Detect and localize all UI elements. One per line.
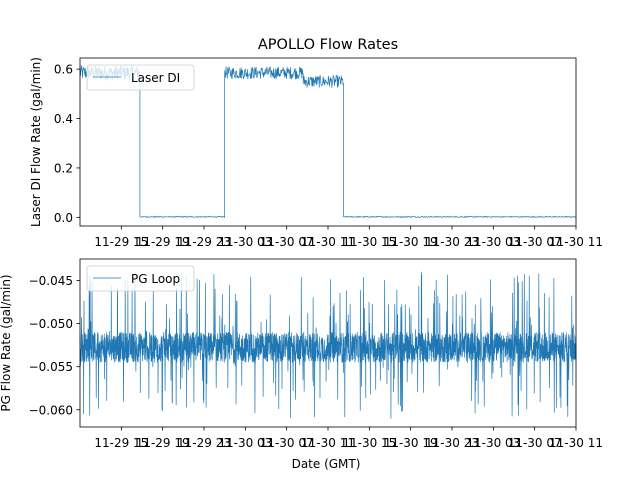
top-subplot: APOLLO Flow Rates 0.00.20.40.6 11-29 151… (29, 37, 603, 249)
top-legend-label: Laser DI (131, 71, 180, 85)
top-legend-box (86, 64, 195, 91)
top-xtick-label: 11-30 03 (466, 235, 520, 249)
bottom-ytick-label: −0.045 (29, 274, 73, 288)
bottom-xtick-label: 11-30 23 (425, 436, 479, 450)
top-xtick-label: 11-30 03 (218, 235, 272, 249)
bottom-xtick-label: 11-30 03 (466, 436, 520, 450)
bottom-ytick-label: −0.055 (29, 360, 73, 374)
bottom-ytick-label: −0.050 (29, 317, 73, 331)
laser-di-series (79, 65, 577, 218)
bottom-xtick-label: 11-30 03 (218, 436, 272, 450)
bottom-y-axis-label: PG Flow Rate (gal/min) (0, 274, 13, 411)
bottom-xtick-label: 11-30 15 (342, 436, 396, 450)
x-axis-label: Date (GMT) (292, 457, 361, 471)
bottom-legend-label: PG Loop (131, 272, 180, 286)
top-xtick-label: 11-30 15 (342, 235, 396, 249)
bottom-series-line (79, 271, 577, 419)
top-y-axis-ticks: 0.0 0.2 0.4 0.6 (54, 63, 80, 225)
top-series-line (79, 65, 577, 218)
top-ytick-label: 0.6 (54, 63, 73, 77)
top-xtick-label: 11-29 19 (136, 235, 190, 249)
top-xtick-label: 11-30 19 (384, 235, 438, 249)
bottom-ytick-label: −0.060 (29, 403, 73, 417)
bottom-xtick-label: 11-30 11 (301, 436, 355, 450)
top-xtick-label: 11-29 23 (177, 235, 231, 249)
top-xtick-label: 11-30 07 (508, 235, 562, 249)
bottom-xtick-label: 11-30 07 (260, 436, 314, 450)
top-xtick-label: 11-30 23 (425, 235, 479, 249)
top-xtick-label: 11-30 07 (260, 235, 314, 249)
top-ytick-label: 0.2 (54, 161, 73, 175)
top-y-axis-label: Laser DI Flow Rate (gal/min) (29, 57, 43, 227)
bottom-xtick-label: 11-29 23 (177, 436, 231, 450)
pg-loop-series (79, 271, 577, 419)
top-xtick-label: 11-30 11 (549, 235, 603, 249)
bottom-xtick-label: 11-29 19 (136, 436, 190, 450)
bottom-y-axis-ticks: −0.060 −0.055 −0.050 −0.045 (29, 274, 80, 417)
bottom-legend-box (86, 265, 195, 292)
top-xtick-label: 11-29 15 (94, 235, 148, 249)
bottom-legend: PG Loop (86, 265, 195, 292)
top-ytick-label: 0.0 (54, 211, 73, 225)
bottom-xtick-label: 11-30 19 (384, 436, 438, 450)
bottom-xtick-label: 11-29 15 (94, 436, 148, 450)
bottom-xtick-label: 11-30 11 (549, 436, 603, 450)
top-ytick-label: 0.4 (54, 112, 73, 126)
top-xtick-label: 11-30 11 (301, 235, 355, 249)
chart-title: APOLLO Flow Rates (258, 37, 398, 53)
top-legend: Laser DI (86, 64, 195, 91)
bottom-xtick-label: 11-30 07 (508, 436, 562, 450)
